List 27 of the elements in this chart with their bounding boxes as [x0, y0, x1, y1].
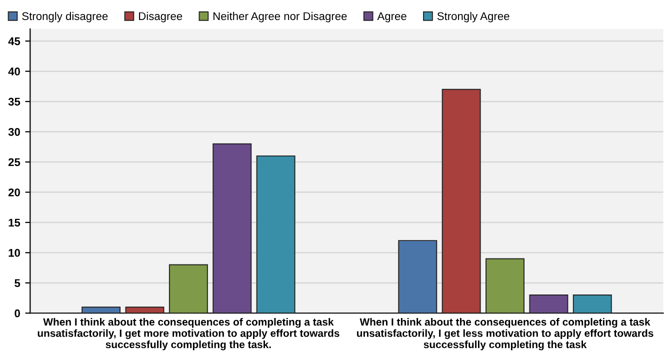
bar: [529, 294, 568, 314]
y-tick-label: 0: [14, 309, 20, 318]
bar: [212, 143, 252, 314]
bar: [572, 294, 612, 314]
x-tick-label: When I think about the consequences of completing a task unsatisfactorily, I get more motivation to apply effort towards successfully completing the task.: [38, 318, 340, 350]
bar: [168, 264, 208, 314]
y-tick-label: 45: [8, 37, 20, 46]
bar: [82, 306, 121, 314]
y-tick-label: 15: [8, 218, 20, 227]
y-tick-label: 35: [8, 98, 20, 106]
y-tick-label: 40: [8, 68, 20, 76]
legend-label: Agree: [377, 12, 406, 22]
y-tick-label: 5: [14, 279, 20, 288]
bar: [486, 258, 524, 314]
bar: [398, 240, 438, 314]
y-tick-label: 10: [8, 248, 20, 257]
x-tick-label: When I think about the consequences of completing a task unsatisfactorily, I get less motivation to apply effort towards successfully completing the task: [357, 318, 654, 350]
legend-label: Strongly Agree: [437, 12, 510, 22]
bar: [442, 88, 481, 314]
legend-label: Strongly disagree: [22, 12, 108, 22]
y-tick-label: 20: [8, 188, 20, 196]
legend-label: Neither Agree nor Disagree: [213, 12, 347, 22]
y-tick-label: 25: [8, 158, 20, 166]
bar: [256, 155, 296, 314]
bar: [125, 306, 164, 314]
y-tick-label: 30: [8, 128, 20, 136]
legend-label: Disagree: [139, 12, 182, 22]
